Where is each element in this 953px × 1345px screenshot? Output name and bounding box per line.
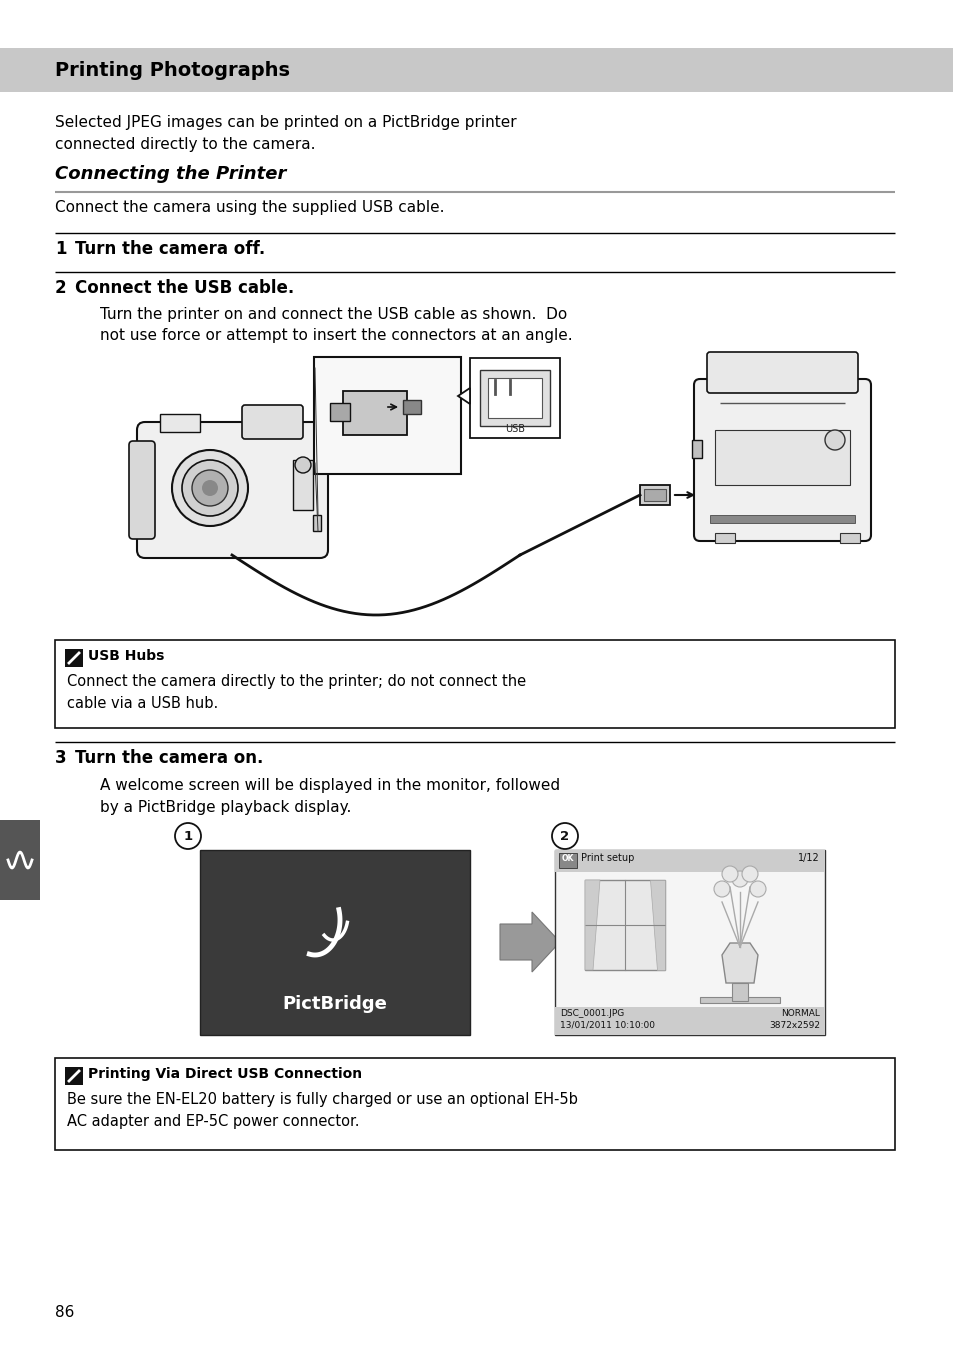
Polygon shape — [721, 943, 758, 983]
Bar — [840, 533, 859, 543]
FancyBboxPatch shape — [314, 356, 460, 473]
Bar — [691, 440, 701, 459]
Circle shape — [824, 430, 844, 451]
Text: A welcome screen will be displayed in the monitor, followed: A welcome screen will be displayed in th… — [100, 777, 559, 794]
Text: Be sure the EN-EL20 battery is fully charged or use an optional EH-5b: Be sure the EN-EL20 battery is fully cha… — [67, 1092, 578, 1107]
Circle shape — [552, 823, 578, 849]
Bar — [584, 880, 664, 970]
Bar — [0, 820, 40, 900]
Circle shape — [174, 823, 201, 849]
Circle shape — [721, 866, 738, 882]
Text: Turn the camera on.: Turn the camera on. — [75, 749, 263, 767]
Text: 1: 1 — [55, 239, 67, 258]
Bar — [65, 650, 83, 667]
Bar — [714, 533, 734, 543]
Bar — [470, 358, 559, 438]
Circle shape — [182, 460, 237, 516]
Text: connected directly to the camera.: connected directly to the camera. — [55, 137, 315, 152]
Bar — [709, 515, 854, 523]
Text: by a PictBridge playback display.: by a PictBridge playback display. — [100, 800, 351, 815]
Bar — [402, 399, 420, 414]
Text: Turn the camera off.: Turn the camera off. — [75, 239, 265, 258]
Bar — [643, 490, 665, 500]
Text: Connect the camera directly to the printer; do not connect the: Connect the camera directly to the print… — [67, 674, 525, 689]
FancyBboxPatch shape — [343, 391, 407, 434]
Bar — [55, 640, 894, 728]
FancyBboxPatch shape — [693, 379, 870, 541]
Bar — [55, 1059, 894, 1150]
Text: 3872x2592: 3872x2592 — [768, 1021, 820, 1030]
Text: not use force or attempt to insert the connectors at an angle.: not use force or attempt to insert the c… — [100, 328, 572, 343]
Bar — [714, 430, 849, 486]
Circle shape — [172, 451, 248, 526]
Circle shape — [741, 866, 758, 882]
FancyBboxPatch shape — [137, 422, 328, 558]
Text: PictBridge: PictBridge — [282, 995, 387, 1013]
Polygon shape — [649, 880, 664, 970]
Text: USB: USB — [504, 424, 524, 434]
Bar — [479, 370, 550, 426]
Circle shape — [731, 872, 747, 886]
Circle shape — [202, 480, 218, 496]
Text: 2: 2 — [559, 830, 569, 842]
Bar — [65, 1067, 83, 1085]
Bar — [160, 414, 200, 432]
Text: 1/12: 1/12 — [798, 853, 820, 863]
Text: OK: OK — [561, 854, 574, 863]
Circle shape — [192, 469, 228, 506]
Text: Print setup: Print setup — [580, 853, 634, 863]
Bar — [555, 1007, 824, 1036]
Bar — [555, 850, 824, 1036]
Text: 1: 1 — [183, 830, 193, 842]
Text: 3: 3 — [55, 749, 67, 767]
Bar — [200, 850, 470, 1036]
FancyBboxPatch shape — [242, 405, 303, 438]
Text: 2: 2 — [55, 278, 67, 297]
Bar — [330, 404, 350, 421]
Text: USB Hubs: USB Hubs — [88, 650, 164, 663]
Text: 86: 86 — [55, 1305, 74, 1319]
FancyBboxPatch shape — [129, 441, 154, 539]
Text: Connect the camera using the supplied USB cable.: Connect the camera using the supplied US… — [55, 200, 444, 215]
Bar — [488, 378, 541, 418]
Text: Selected JPEG images can be printed on a PictBridge printer: Selected JPEG images can be printed on a… — [55, 116, 517, 130]
Text: Connecting the Printer: Connecting the Printer — [55, 165, 286, 183]
Text: DSC_0001.JPG: DSC_0001.JPG — [559, 1009, 623, 1018]
Polygon shape — [499, 912, 559, 972]
Bar — [558, 853, 577, 868]
Text: Turn the printer on and connect the USB cable as shown.  Do: Turn the printer on and connect the USB … — [100, 307, 567, 321]
Bar — [293, 460, 313, 510]
Polygon shape — [584, 880, 599, 970]
Bar — [700, 997, 780, 1003]
Bar — [313, 515, 320, 531]
Polygon shape — [457, 387, 470, 404]
Circle shape — [713, 881, 729, 897]
Text: cable via a USB hub.: cable via a USB hub. — [67, 695, 218, 712]
Text: Printing Photographs: Printing Photographs — [55, 61, 290, 79]
Circle shape — [749, 881, 765, 897]
Text: NORMAL: NORMAL — [781, 1009, 820, 1018]
Text: Connect the USB cable.: Connect the USB cable. — [75, 278, 294, 297]
Bar — [639, 486, 669, 504]
Text: Printing Via Direct USB Connection: Printing Via Direct USB Connection — [88, 1067, 362, 1081]
Bar — [555, 850, 824, 872]
Text: AC adapter and EP-5C power connector.: AC adapter and EP-5C power connector. — [67, 1114, 359, 1128]
Circle shape — [294, 457, 311, 473]
Bar — [0, 48, 953, 91]
Bar — [731, 983, 747, 1001]
Text: 13/01/2011 10:10:00: 13/01/2011 10:10:00 — [559, 1021, 655, 1030]
FancyBboxPatch shape — [706, 352, 857, 393]
